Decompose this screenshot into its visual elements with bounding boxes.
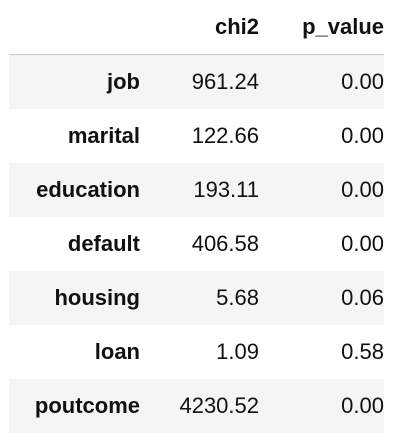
chi2-cell: 1.09 <box>216 339 259 364</box>
row-index: job <box>107 69 140 94</box>
table-row: marital 122.66 0.00 <box>9 109 384 163</box>
row-index: default <box>67 231 140 256</box>
p-value-cell: 0.58 <box>341 339 384 364</box>
row-index: marital <box>67 123 140 148</box>
table-body: job 961.24 0.00 marital 122.66 0.00 educ… <box>9 54 384 433</box>
index-header <box>9 0 140 55</box>
p-value-cell: 0.00 <box>341 69 384 94</box>
column-header-p-value: p_value <box>302 14 384 39</box>
row-index: housing <box>54 285 140 310</box>
p-value-cell: 0.00 <box>341 231 384 256</box>
row-index: poutcome <box>34 393 140 418</box>
p-value-cell: 0.00 <box>341 393 384 418</box>
p-value-cell: 0.06 <box>341 285 384 310</box>
table-row: poutcome 4230.52 0.00 <box>9 379 384 433</box>
table-row: education 193.11 0.00 <box>9 163 384 217</box>
chi2-cell: 5.68 <box>216 285 259 310</box>
chi2-cell: 406.58 <box>191 231 259 256</box>
chi2-cell: 122.66 <box>191 123 259 148</box>
row-index: education <box>36 177 140 202</box>
table-row: housing 5.68 0.06 <box>9 271 384 325</box>
table-header: chi2 p_value <box>9 0 384 55</box>
p-value-cell: 0.00 <box>341 123 384 148</box>
column-header-chi2: chi2 <box>214 14 259 39</box>
chi2-cell: 4230.52 <box>179 393 259 418</box>
p-value-cell: 0.00 <box>341 177 384 202</box>
chi2-cell: 193.11 <box>193 177 259 202</box>
row-index: loan <box>94 339 140 364</box>
table-row: default 406.58 0.00 <box>9 217 384 271</box>
chi2-cell: 961.24 <box>191 69 259 94</box>
table-row: loan 1.09 0.58 <box>9 325 384 379</box>
results-table: chi2 p_value job 961.24 0.00 marital 122… <box>9 0 384 433</box>
header-row: chi2 p_value <box>9 0 384 55</box>
table-row: job 961.24 0.00 <box>9 54 384 109</box>
